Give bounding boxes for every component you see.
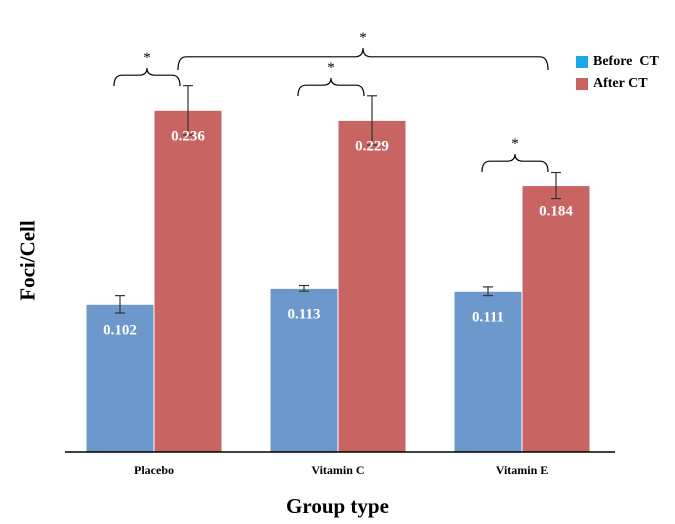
significance-bracket-0 [113,67,181,87]
bar-after-0 [153,109,223,453]
bar-after-1 [337,119,407,453]
data-label: 0.236 [171,128,205,144]
bar-before-0 [85,303,155,453]
legend: Before CT After CT [576,52,659,96]
legend-swatch-before [576,56,588,68]
legend-swatch-after [576,78,588,90]
data-label: 0.102 [103,322,137,338]
significance-star-1: * [327,60,335,76]
data-label: 0.184 [539,204,573,220]
legend-item-after: After CT [576,74,659,94]
data-label: 0.229 [355,138,389,154]
legend-label-before: Before CT [593,54,659,69]
legend-item-before: Before CT [576,52,659,72]
x-tick-label: Vitamin C [311,463,364,477]
data-label: 0.111 [472,309,504,325]
legend-label-after: After CT [593,76,648,91]
y-axis-label: Foci/Cell [10,140,46,380]
data-label: 0.113 [288,306,321,322]
significance-star-2: * [511,136,519,152]
bar-after-2 [521,185,591,453]
x-axis-label: Group type [286,494,389,518]
x-tick-label: Placebo [134,463,174,477]
significance-bracket-2 [481,153,549,173]
significance-star-0: * [143,50,151,66]
significance-star-wide: * [359,30,367,46]
x-tick-label: Vitamin E [496,463,549,477]
significance-bracket-1 [297,77,365,97]
y-axis-label-text: Foci/Cell [15,219,40,301]
significance-bracket-wide [177,47,549,71]
